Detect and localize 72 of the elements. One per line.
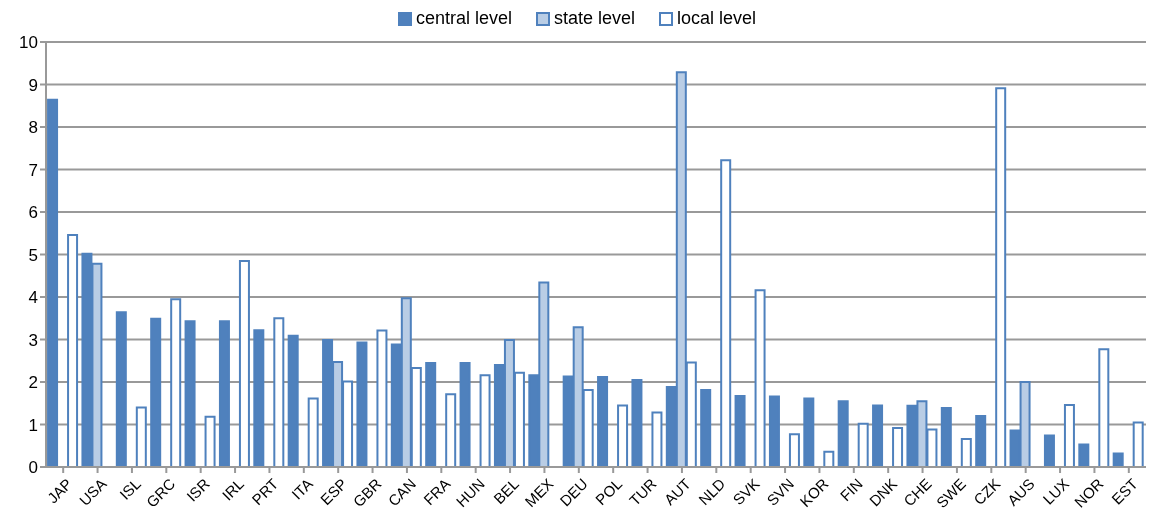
bar — [720, 159, 732, 467]
bar — [960, 437, 972, 467]
bar — [287, 334, 299, 467]
bar — [940, 406, 952, 467]
bar — [1112, 452, 1124, 467]
bar — [892, 426, 904, 467]
bar — [631, 378, 643, 467]
bar — [803, 397, 815, 467]
bar — [67, 233, 79, 467]
bar — [597, 375, 609, 467]
bar — [1132, 421, 1144, 467]
bar — [425, 361, 437, 467]
y-tick-label: 4 — [28, 288, 38, 308]
y-tick-label: 6 — [28, 203, 38, 223]
bar — [700, 389, 712, 467]
bar — [273, 317, 285, 467]
legend-label: central level — [415, 8, 512, 29]
x-tick-label: USA — [75, 475, 110, 509]
bar — [1063, 403, 1075, 467]
y-tick-label: 7 — [28, 160, 38, 180]
bar — [837, 400, 849, 467]
x-tick-label: JAP — [43, 475, 76, 507]
x-tick-label: IRL — [218, 475, 248, 504]
y-tick-label: 2 — [28, 373, 38, 393]
bar — [459, 361, 471, 467]
bar — [238, 259, 250, 467]
bar — [356, 341, 368, 467]
x-tick-label: ITA — [288, 475, 316, 503]
bar — [115, 311, 127, 467]
y-tick-label: 0 — [28, 458, 38, 478]
x-tick-label: BEL — [490, 475, 523, 508]
bar — [975, 415, 987, 467]
bar — [47, 98, 59, 467]
y-tick-label: 3 — [28, 330, 38, 350]
x-tick-label: NLD — [695, 474, 729, 509]
bar — [253, 329, 265, 467]
x-tick-label: FRA — [420, 475, 454, 509]
bar — [204, 415, 216, 467]
bar — [307, 397, 319, 467]
bar — [617, 404, 629, 467]
bar — [170, 298, 182, 467]
y-tick-label: 1 — [28, 415, 38, 435]
x-tick-label: ISR — [183, 474, 213, 505]
y-tick-label: 9 — [28, 75, 38, 95]
x-tick-label: ISL — [116, 475, 144, 503]
y-tick-label: 5 — [28, 245, 38, 265]
bar — [995, 87, 1007, 467]
y-tick-label: 10 — [19, 33, 38, 53]
bar — [734, 395, 746, 467]
bar — [184, 320, 196, 467]
bar — [872, 404, 884, 467]
bar — [651, 411, 663, 467]
bar — [135, 406, 147, 467]
bar — [218, 320, 230, 467]
bar — [1078, 443, 1090, 467]
bar — [857, 422, 869, 467]
bar — [150, 317, 162, 467]
legend-label: local level — [677, 8, 757, 29]
bar — [788, 433, 800, 467]
bar — [1043, 434, 1055, 467]
y-tick-label: 8 — [28, 118, 38, 138]
bar — [754, 289, 766, 467]
bar — [479, 374, 491, 467]
bar — [445, 393, 457, 467]
x-tick-label: FIN — [836, 475, 866, 505]
bar — [376, 329, 388, 467]
bar — [823, 450, 835, 467]
x-tick-label: POL — [591, 475, 626, 509]
x-tick-label: TUR — [625, 474, 660, 509]
bar — [768, 395, 780, 467]
legend-label: state level — [553, 8, 636, 29]
bar — [1098, 348, 1110, 467]
